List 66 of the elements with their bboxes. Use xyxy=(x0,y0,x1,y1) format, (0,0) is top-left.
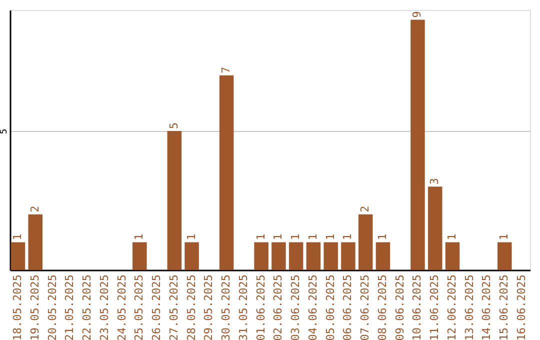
x-tick-label: 13.06.2025 xyxy=(462,274,476,340)
bar xyxy=(428,186,442,270)
bar xyxy=(10,242,26,270)
x-tick-label: 02.06.2025 xyxy=(272,274,285,340)
data-label: 9 xyxy=(410,11,424,18)
data-label: 2 xyxy=(28,206,42,212)
x-tick-label: 30.05.2025 xyxy=(220,274,233,340)
x-tick-label: 14.06.2025 xyxy=(480,274,494,340)
x-tick-label: 01.06.2025 xyxy=(254,274,268,340)
x-tick-label: 29.05.2025 xyxy=(202,274,216,340)
x-tick-label: 24.05.2025 xyxy=(115,274,128,340)
bar xyxy=(410,20,425,270)
bar xyxy=(184,242,199,270)
bar xyxy=(324,242,338,270)
bar xyxy=(498,242,512,270)
x-tick-label: 19.05.2025 xyxy=(28,274,42,340)
bar xyxy=(132,242,147,270)
bar xyxy=(341,242,356,270)
data-label: 1 xyxy=(289,234,302,240)
data-label: 1 xyxy=(10,234,24,240)
x-tick-label: 22.05.2025 xyxy=(80,274,94,340)
x-tick-label: 15.06.2025 xyxy=(498,274,511,340)
bar xyxy=(358,214,373,270)
x-tick-label: 26.05.2025 xyxy=(150,274,164,340)
data-label: 1 xyxy=(306,234,320,240)
x-tick-label: 04.06.2025 xyxy=(306,274,320,340)
x-tick-label: 28.05.2025 xyxy=(184,274,198,340)
bar xyxy=(167,130,182,270)
bar xyxy=(445,242,460,270)
x-tick-label: 05.06.2025 xyxy=(324,274,337,340)
data-label: 3 xyxy=(428,178,442,185)
bar xyxy=(272,242,286,270)
bar xyxy=(28,214,42,270)
bar xyxy=(306,242,321,270)
bar xyxy=(254,242,268,270)
x-tick-label: 06.06.2025 xyxy=(341,274,354,340)
x-tick-label: 27.05.2025 xyxy=(167,274,180,340)
x-tick-label: 12.06.2025 xyxy=(445,274,458,340)
data-label: 1 xyxy=(376,234,389,240)
x-tick-label: 25.05.2025 xyxy=(132,274,146,340)
x-tick-label: 03.06.2025 xyxy=(289,274,302,340)
x-tick-label: 11.06.2025 xyxy=(428,274,442,340)
bar xyxy=(376,242,390,270)
data-label: 1 xyxy=(254,234,268,240)
x-tick-label: 21.05.2025 xyxy=(63,274,76,340)
x-tick-label: 23.05.2025 xyxy=(98,274,111,340)
data-label: 1 xyxy=(184,234,198,240)
x-tick-label: 07.06.2025 xyxy=(358,274,372,340)
data-label: 7 xyxy=(220,66,233,74)
data-label: 1 xyxy=(132,234,146,240)
data-label: 1 xyxy=(272,234,285,240)
data-label: 1 xyxy=(324,234,337,240)
data-label: 1 xyxy=(445,234,458,240)
x-tick-label: 08.06.2025 xyxy=(376,274,389,340)
x-tick-label: 31.05.2025 xyxy=(236,274,250,340)
bar xyxy=(288,242,304,270)
bar xyxy=(219,75,234,270)
x-tick-label: 09.06.2025 xyxy=(393,274,406,340)
data-label: 1 xyxy=(341,234,354,240)
x-tick-label: 20.05.2025 xyxy=(46,274,59,340)
data-label: 5 xyxy=(167,122,180,129)
x-tick-label: 10.06.2025 xyxy=(410,274,424,340)
data-label: 1 xyxy=(498,234,511,240)
x-tick-label: 18.05.2025 xyxy=(10,274,24,340)
data-label: 2 xyxy=(358,206,372,212)
x-tick-label: 16.06.2025 xyxy=(515,274,528,340)
